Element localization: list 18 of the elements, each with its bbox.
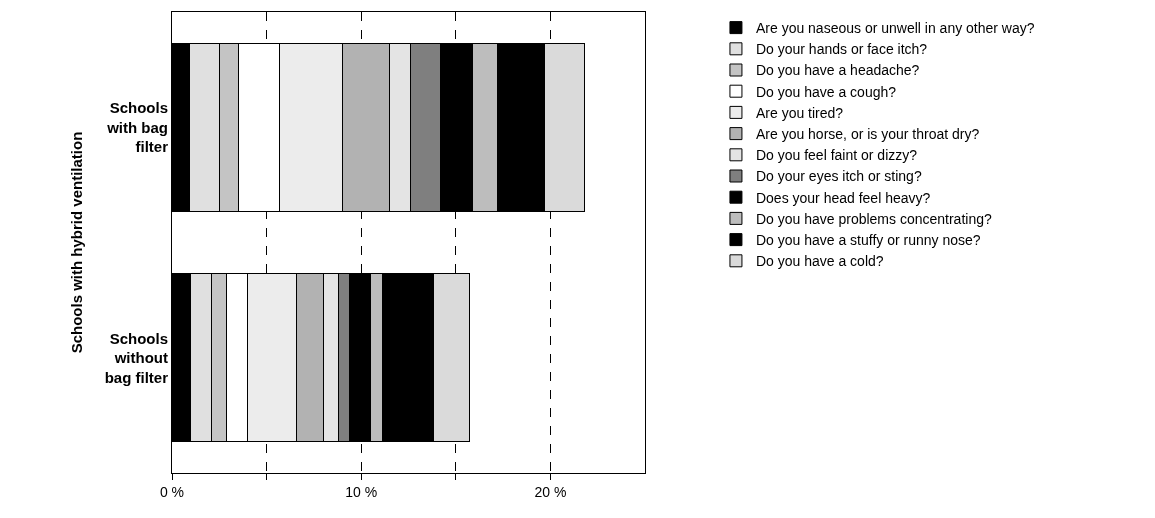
legend-label: Do you feel faint or dizzy? [755, 147, 918, 164]
legend-label: Are you naseous or unwell in any other way? [755, 20, 1035, 37]
legend-label: Are you horse, or is your throat dry? [755, 126, 980, 143]
legend-label: Do you have a cough? [755, 83, 897, 100]
legend-label: Are you tired? [755, 104, 844, 121]
legend-label: Do you have problems concentrating? [755, 210, 992, 227]
x-tick-label: 10 % [345, 483, 378, 500]
y-tick-label: Schools with bag filter [106, 99, 169, 155]
legend-label: Do you have a stuffy or runny nose? [755, 232, 981, 249]
x-tick-label: 20 % [534, 483, 567, 500]
legend-label: Do your eyes itch or sting? [755, 168, 922, 185]
legend-label: Do you have a cold? [755, 253, 884, 270]
legend-label: Does your head feel heavy? [755, 189, 931, 206]
y-axis-title: Schools with hybrid ventilation [67, 131, 85, 354]
legend-label: Do you have a headache? [755, 62, 920, 79]
x-tick-label: 0 % [159, 483, 185, 500]
legend-label: Do your hands or face itch? [755, 41, 928, 58]
y-tick-label: Schools without bag filter [104, 329, 169, 386]
